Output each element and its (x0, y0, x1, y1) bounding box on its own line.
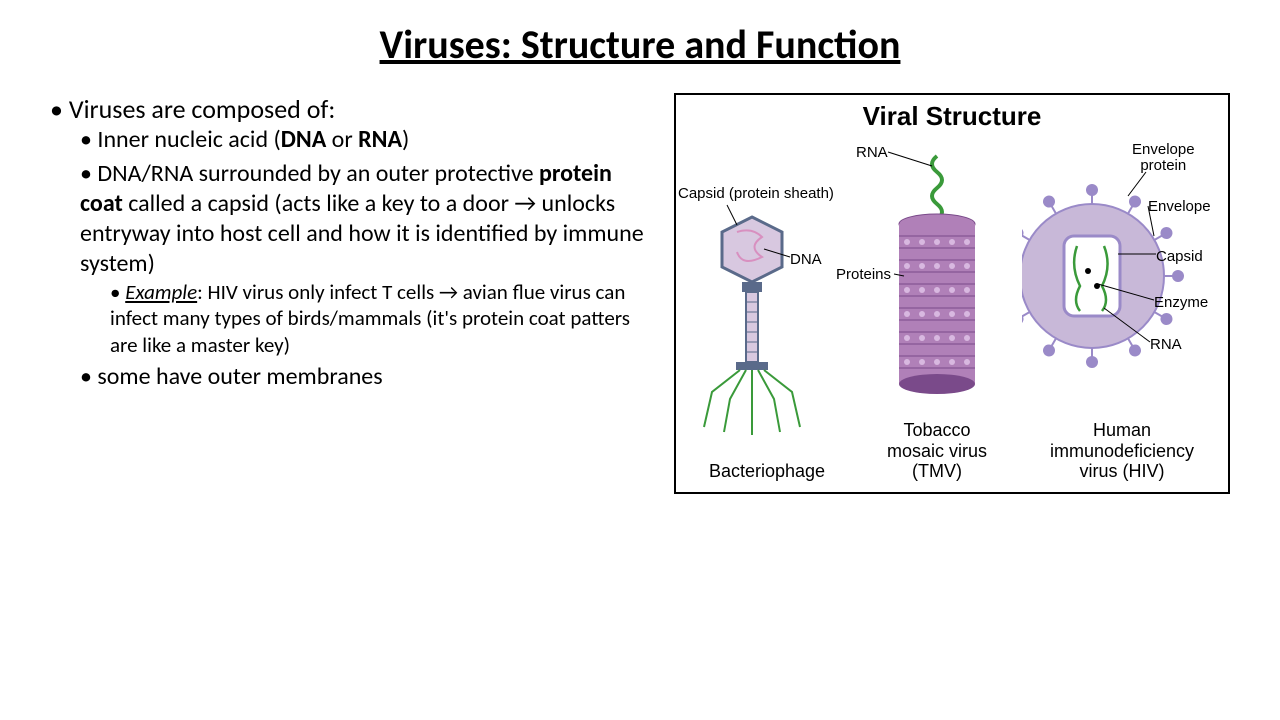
label-envprotein: Envelopeprotein (1132, 142, 1195, 174)
label-rna: RNA (856, 144, 888, 161)
hiv-name: Human immunodeficiency virus (HIV) (1022, 420, 1222, 482)
content-row: Viruses are composed of: Inner nucleic a… (50, 93, 1230, 494)
text-column: Viruses are composed of: Inner nucleic a… (50, 93, 654, 494)
phage-name: Bacteriophage (682, 461, 852, 482)
figure-title: Viral Structure (682, 101, 1222, 132)
slide-title: Viruses: Structure and Function (50, 20, 1230, 69)
label-dna: DNA (790, 251, 822, 268)
virus-phage: Capsid (protein sheath) DNA (682, 177, 852, 482)
label-enzyme: Enzyme (1154, 294, 1208, 311)
phage-svg (682, 177, 852, 457)
label-envelope: Envelope (1148, 198, 1211, 215)
bullet-l2-capsid: DNA/RNA surrounded by an outer protectiv… (80, 159, 654, 358)
bullet-l2-membranes: some have outer membranes (80, 362, 654, 392)
virus-tmv: RNA Proteins (852, 136, 1022, 482)
figure-column: Viral Structure Capsid (protein sheath) … (674, 93, 1230, 494)
bullet-l1: Viruses are composed of: Inner nucleic a… (50, 93, 654, 392)
hiv-svg (1022, 136, 1222, 416)
tmv-name: Tobacco mosaic virus (TMV) (852, 420, 1022, 482)
label-capsid-hiv: Capsid (1156, 248, 1203, 265)
label-rna-hiv: RNA (1150, 336, 1182, 353)
figure-box: Viral Structure Capsid (protein sheath) … (674, 93, 1230, 494)
bullet-l3-example: Example: HIV virus only infect T cells →… (110, 279, 654, 358)
virus-hiv: Envelopeprotein Envelope Capsid Enzyme R… (1022, 136, 1222, 482)
label-proteins: Proteins (836, 266, 891, 283)
bullet-l2-nucleic: Inner nucleic acid (DNA or RNA) (80, 125, 654, 155)
label-capsid: Capsid (protein sheath) (678, 185, 834, 202)
